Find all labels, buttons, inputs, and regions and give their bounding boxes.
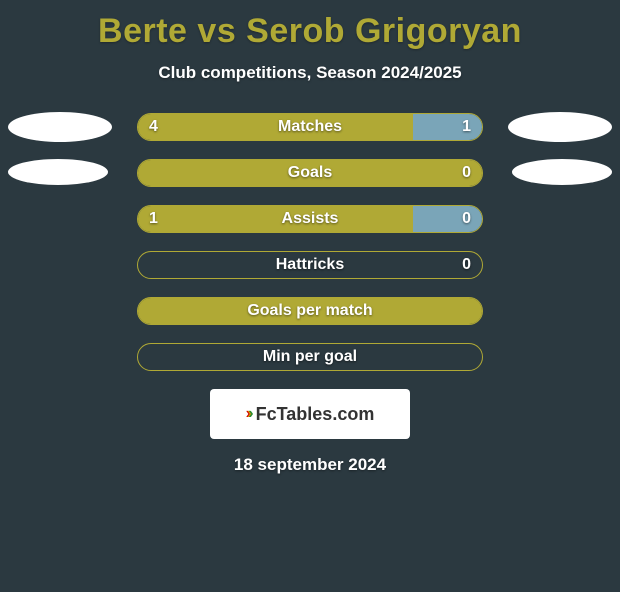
stat-bar xyxy=(137,159,483,187)
player-avatar-right xyxy=(512,159,612,185)
page-title: Berte vs Serob Grigoryan xyxy=(0,12,620,51)
player-avatar-left xyxy=(8,112,112,142)
stat-value-right: 0 xyxy=(462,159,471,187)
stat-value-right: 1 xyxy=(462,113,471,141)
stat-value-left: 4 xyxy=(149,113,158,141)
stat-value-left: 1 xyxy=(149,205,158,233)
stat-value-right: 0 xyxy=(462,205,471,233)
comparison-row: 0Hattricks xyxy=(0,251,620,279)
stat-bar-left-segment xyxy=(138,298,482,324)
stat-bar-left-segment xyxy=(138,160,482,186)
stat-bar xyxy=(137,251,483,279)
comparison-row: 0Goals xyxy=(0,159,620,187)
stat-value-right: 0 xyxy=(462,251,471,279)
player-avatar-left xyxy=(8,159,108,185)
stat-bar xyxy=(137,343,483,371)
logo-text: FcTables.com xyxy=(256,404,375,425)
stat-bar-left-segment xyxy=(138,114,413,140)
stat-bar xyxy=(137,113,483,141)
page-subtitle: Club competitions, Season 2024/2025 xyxy=(0,63,620,83)
comparison-row: 10Assists xyxy=(0,205,620,233)
stat-bar xyxy=(137,205,483,233)
stat-bar-left-segment xyxy=(138,206,413,232)
comparison-rows: 41Matches0Goals10Assists0HattricksGoals … xyxy=(0,113,620,371)
comparison-row: Min per goal xyxy=(0,343,620,371)
stat-bar-right-segment xyxy=(413,206,482,232)
player-avatar-right xyxy=(508,112,612,142)
logo-chevrons-icon: ››› xyxy=(246,405,250,423)
comparison-row: Goals per match xyxy=(0,297,620,325)
stat-bar-right-segment xyxy=(413,114,482,140)
stat-bar xyxy=(137,297,483,325)
fctables-logo: ››› FcTables.com xyxy=(210,389,410,439)
date-line: 18 september 2024 xyxy=(0,455,620,475)
comparison-row: 41Matches xyxy=(0,113,620,141)
